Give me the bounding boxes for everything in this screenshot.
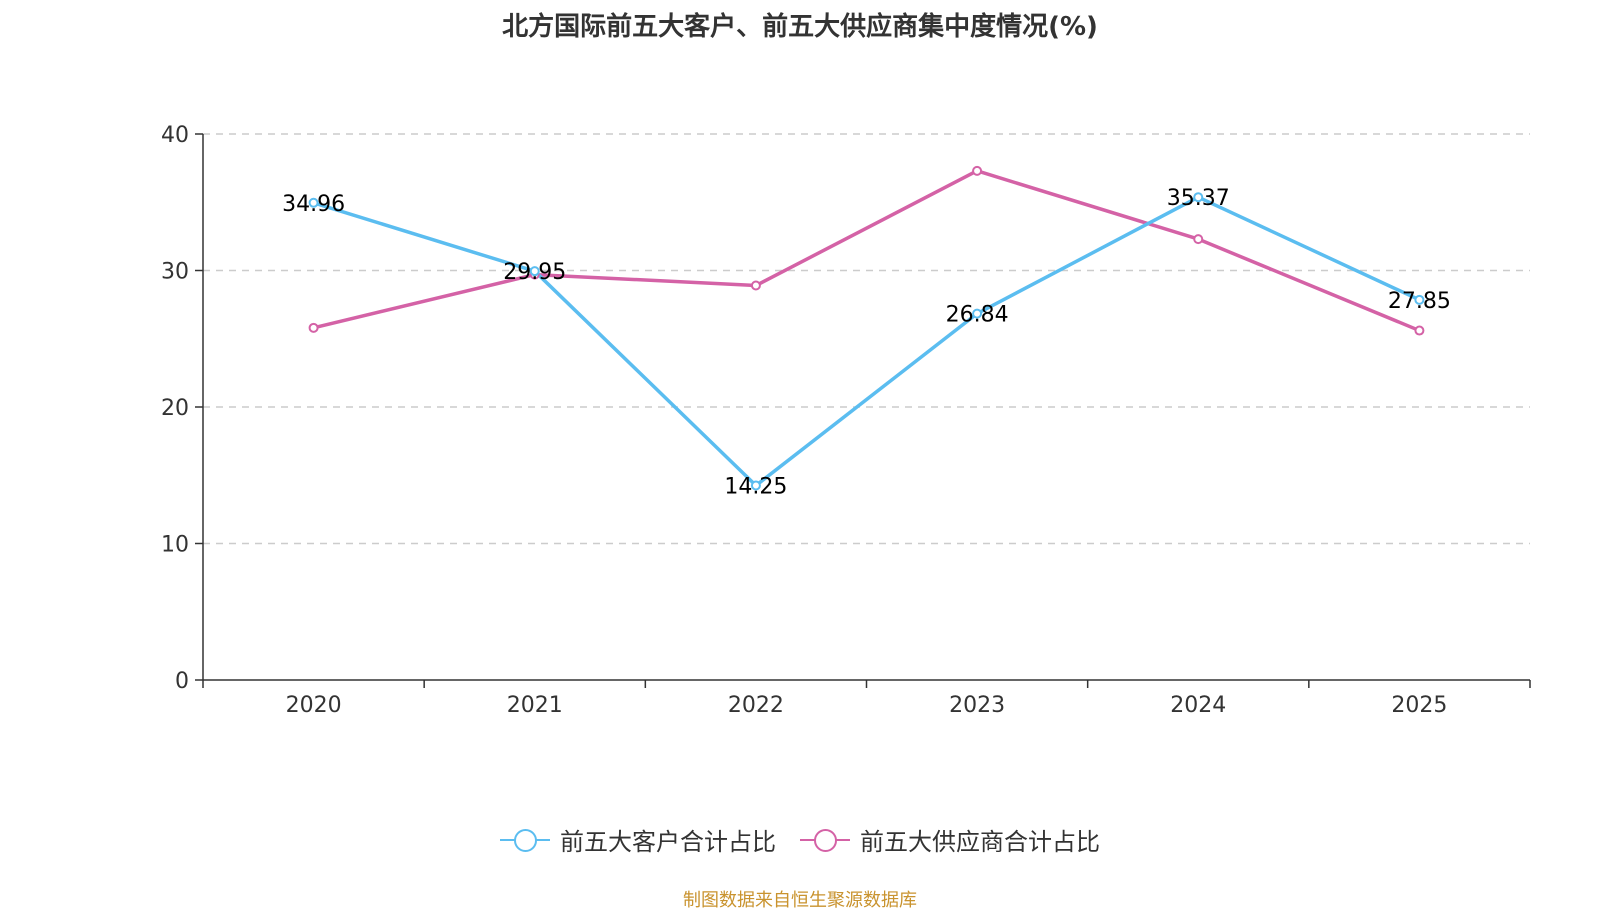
x-tick-label: 2025: [1391, 693, 1447, 718]
data-label: 35.37: [1167, 186, 1230, 211]
data-point: [750, 280, 761, 291]
x-tick-label: 2021: [507, 693, 563, 718]
data-point: [308, 197, 319, 208]
series-line-1: [313, 169, 1421, 333]
legend-label-customers: 前五大客户合计占比: [560, 828, 776, 856]
data-point: [972, 308, 983, 319]
y-tick-label: 30: [161, 260, 189, 285]
chart-title: 北方国际前五大客户、前五大供应商集中度情况(%): [502, 12, 1098, 42]
label-layer: 34.96 29.95 14.25 26.84 35.37 27.85: [282, 186, 1451, 499]
source-note: 制图数据来自恒生聚源数据库: [683, 890, 917, 911]
data-point: [1414, 325, 1425, 336]
y-tick-label: 10: [161, 533, 189, 558]
series-layer: [308, 165, 1425, 491]
x-tick-label: 2020: [286, 693, 342, 718]
data-point: [972, 165, 983, 176]
x-tick-label: 2023: [949, 693, 1005, 718]
data-point: [1414, 294, 1425, 305]
data-point: [1193, 192, 1204, 203]
axis-layer: 0 10 20 30 40 2020 2021 2022 2023 2024 2025: [161, 123, 1531, 718]
legend-item-suppliers[interactable]: 前五大供应商合计占比: [800, 822, 1100, 857]
grid-layer: [203, 133, 1530, 545]
x-tick-label: 2024: [1170, 693, 1226, 718]
data-label: 26.84: [946, 303, 1009, 328]
y-tick-label: 20: [161, 396, 189, 421]
y-tick-label: 40: [161, 123, 189, 148]
data-label: 34.96: [282, 192, 345, 217]
data-point: [750, 480, 761, 491]
data-point: [529, 266, 540, 277]
data-label: 27.85: [1388, 289, 1451, 314]
data-point: [308, 322, 319, 333]
x-tick-label: 2022: [728, 693, 784, 718]
data-point: [1193, 234, 1204, 245]
legend-swatch-suppliers: [800, 828, 850, 852]
legend-label-suppliers: 前五大供应商合计占比: [860, 828, 1100, 856]
legend: 前五大客户合计占比 前五大供应商合计占比: [0, 822, 1600, 857]
legend-item-customers[interactable]: 前五大客户合计占比: [500, 822, 776, 857]
legend-swatch-customers: [500, 828, 550, 852]
data-label: 29.95: [503, 260, 566, 285]
series-line-0: [313, 195, 1421, 488]
y-tick-label: 0: [175, 669, 189, 694]
data-label: 14.25: [724, 474, 787, 499]
